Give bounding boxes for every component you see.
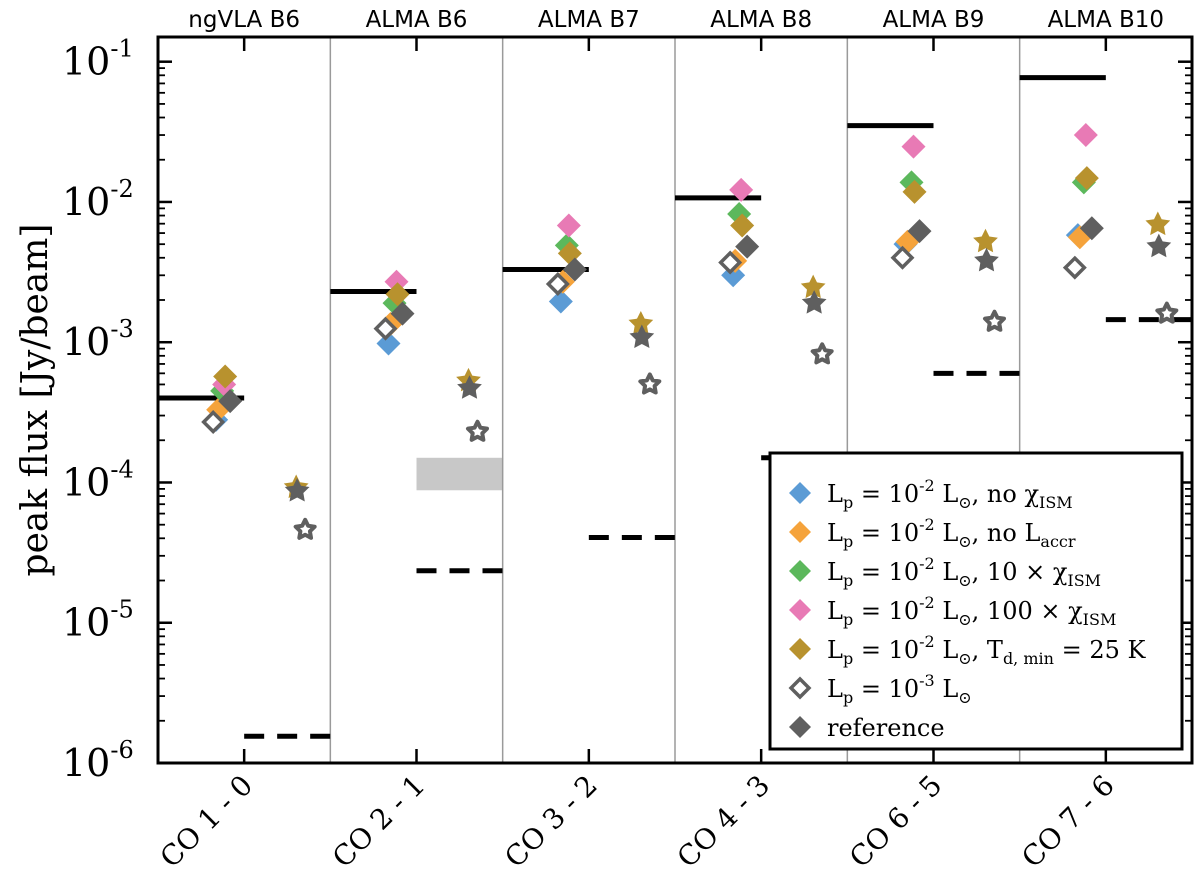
- legend-marker: [789, 560, 811, 582]
- data-points-layer: [201, 123, 1179, 540]
- x-tick-label: CO 4 - 3: [671, 769, 776, 874]
- band-label: ALMA B6: [366, 7, 468, 33]
- plot-frame: [156, 35, 1194, 765]
- legend-marker: [789, 599, 811, 621]
- data-point-diamond-open: [718, 250, 743, 275]
- data-point-star-open: [465, 419, 490, 442]
- data-point-star: [629, 324, 655, 349]
- data-point-diamond: [902, 179, 927, 204]
- x-tick-label: CO 7 - 6: [1015, 769, 1120, 874]
- data-point-star: [800, 274, 826, 299]
- data-point-star: [801, 290, 827, 314]
- data-point-star: [1145, 211, 1171, 236]
- legend-marker: [789, 638, 811, 660]
- band-label: ALMA B10: [1048, 7, 1164, 33]
- data-point-diamond-open: [201, 410, 226, 434]
- data-point-diamond-open: [545, 272, 570, 296]
- legend-label: Lp = 10-2 L⊙, no Laccr: [827, 515, 1076, 551]
- data-point-diamond: [907, 219, 932, 244]
- data-point-diamond: [901, 134, 926, 159]
- data-point-diamond: [729, 177, 754, 202]
- data-point-star: [1146, 233, 1172, 258]
- legend-label: Lp = 10-2 L⊙, no χISM: [827, 476, 1073, 512]
- legend-label: reference: [827, 714, 945, 742]
- data-point-diamond: [213, 364, 238, 389]
- data-point-star-open: [293, 517, 317, 540]
- data-point-star-open: [982, 309, 1007, 332]
- data-point-diamond: [557, 241, 582, 266]
- y-tick-label: 10-2: [62, 175, 134, 224]
- data-point-diamond: [562, 257, 587, 282]
- y-tick-label: 10-1: [62, 35, 134, 84]
- band-label: ALMA B7: [538, 7, 640, 33]
- data-point-diamond-open: [1062, 255, 1087, 280]
- y-tick-label: 10-6: [62, 736, 134, 785]
- band-label: ngVLA B6: [188, 7, 300, 33]
- legend-label: Lp = 10-2 L⊙, 10 × χISM: [827, 554, 1101, 590]
- legend-label: Lp = 10-2 L⊙, 100 × χISM: [827, 593, 1116, 629]
- data-point-star: [974, 247, 999, 272]
- legend-box: [768, 451, 1184, 751]
- data-point-diamond: [548, 289, 573, 314]
- x-tick-label: CO 1 - 0: [154, 769, 259, 874]
- data-point-diamond: [1074, 166, 1099, 191]
- legend-marker: [789, 482, 811, 504]
- legend-marker: [789, 521, 811, 543]
- y-tick-label: 10-4: [62, 455, 134, 504]
- x-tick-label: CO 3 - 2: [498, 769, 603, 874]
- legend-label: Lp = 10-3 L⊙: [827, 671, 972, 707]
- shaded-region: [416, 457, 503, 491]
- y-axis-label: peak flux [Jy/beam]: [15, 224, 56, 577]
- data-point-star: [628, 310, 654, 335]
- y-tick-label: 10-5: [62, 596, 134, 645]
- data-point-star-open: [1155, 301, 1179, 324]
- data-point-diamond: [390, 301, 415, 326]
- x-tick-label: CO 6 - 5: [843, 769, 948, 874]
- y-tick-label: 10-3: [62, 315, 134, 364]
- data-point-diamond: [556, 213, 581, 238]
- data-point-diamond: [218, 389, 243, 414]
- data-point-star-open: [638, 372, 662, 395]
- data-point-diamond: [1079, 216, 1104, 241]
- data-point-diamond: [735, 234, 760, 259]
- band-label: ALMA B8: [710, 7, 812, 33]
- data-point-star: [457, 375, 482, 399]
- data-point-diamond-open: [373, 316, 398, 341]
- legend-marker: [789, 716, 811, 738]
- data-point-diamond: [385, 282, 410, 307]
- data-point-star-open: [810, 342, 834, 365]
- legend-marker: [788, 676, 812, 700]
- data-point-diamond: [730, 213, 755, 238]
- data-point-star: [973, 228, 998, 253]
- data-point-star: [284, 477, 310, 502]
- legend-label: Lp = 10-2 L⊙, Td, min = 25 K: [827, 632, 1146, 668]
- band-label: ALMA B9: [883, 7, 985, 33]
- data-point-diamond: [1073, 123, 1098, 148]
- data-point-diamond-open: [890, 245, 915, 270]
- x-tick-label: CO 2 - 1: [326, 769, 431, 874]
